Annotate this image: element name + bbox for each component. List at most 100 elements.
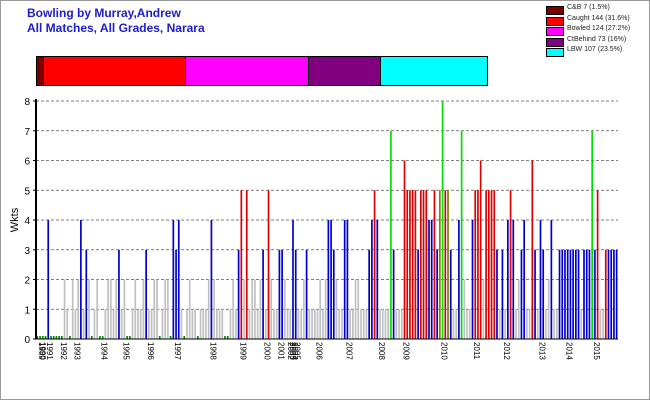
bar [88,279,90,339]
bar [373,190,376,339]
bar [534,249,536,339]
bar [441,101,444,339]
bar [528,309,531,339]
bar [183,336,186,339]
bar [308,309,311,339]
bar [226,336,229,339]
legend-label: Caught 144 (31.6%) [567,14,630,22]
bar [504,309,506,339]
bar [566,249,569,339]
x-tick-label: 1990 [38,342,47,360]
bar [362,309,365,339]
bar [248,309,251,339]
bar [123,279,126,339]
bar [341,309,343,339]
legend-label: CtBehind 73 (16%) [567,35,627,43]
chart-subtitle: All Matches, All Grades, Narara [27,21,205,35]
bar [153,279,156,339]
bar [498,309,501,339]
bar [148,309,150,339]
bar [161,309,164,339]
bar [580,309,583,339]
legend-label: Bowled 124 (27.2%) [567,25,631,32]
bar [482,279,485,339]
x-tick-label: 2001 [276,342,285,360]
bar [85,249,88,339]
bar [428,220,430,339]
bar [150,309,153,339]
bar [313,309,316,339]
bar [479,160,482,339]
bar [207,279,210,339]
x-tick-label: 1993 [72,342,81,360]
bar [126,336,128,339]
bar [523,220,526,339]
bar [542,249,545,339]
bar [264,309,267,339]
bar [460,130,463,339]
legend-item-bowled: Bowled 124 (27.2%) [546,25,650,36]
bar [545,309,547,339]
bar [330,220,332,339]
bar [406,190,409,339]
bar [60,336,63,339]
bar [536,309,539,339]
bar [175,249,177,339]
bar [164,279,167,339]
bar [104,309,107,339]
bar [409,190,411,339]
y-tick-label: 5 [24,186,30,197]
bar [196,336,199,339]
bar [354,279,357,339]
bar [376,220,379,339]
bar [202,309,205,339]
x-tick-label: 2000 [263,342,272,360]
bar [531,160,534,339]
bar [517,279,520,339]
bar [547,279,550,339]
bar [439,190,441,339]
x-tick-label: 1997 [173,342,182,360]
bar [365,309,368,339]
bar [294,249,297,339]
bar [270,279,273,339]
legend-swatch [546,37,564,47]
y-axis-label: Wkts [9,207,21,232]
bar [44,336,47,339]
bar [379,309,381,339]
legend-item-ctbehind: CtBehind 73 (16%) [546,35,650,47]
bar [39,336,41,339]
x-tick-label: 1989 [37,342,46,360]
chart-title: Bowling by Murray,Andrew [27,6,181,20]
y-tick-label: 2 [24,276,30,287]
bar [515,309,517,339]
bar [357,279,360,339]
stack-segment-lbw [381,57,487,85]
bar [300,309,303,339]
bar [449,249,452,339]
bar [251,279,254,339]
bar [466,309,468,339]
bar [52,336,55,339]
bar [134,279,137,339]
bar [607,249,610,339]
bar [284,279,286,339]
bar [553,309,555,339]
bar [615,249,618,339]
bar [455,309,458,339]
bar [213,279,215,339]
x-tick-label: 1991 [45,342,54,360]
bar [384,309,387,339]
bar [66,309,69,339]
bar [156,279,158,339]
legend-swatch [546,27,564,36]
bar [63,279,66,339]
bar [477,190,479,339]
y-tick-label: 7 [24,127,30,138]
bar [256,309,259,339]
bar [275,309,278,339]
bar [444,190,447,339]
bar [338,309,341,339]
bar [335,279,338,339]
